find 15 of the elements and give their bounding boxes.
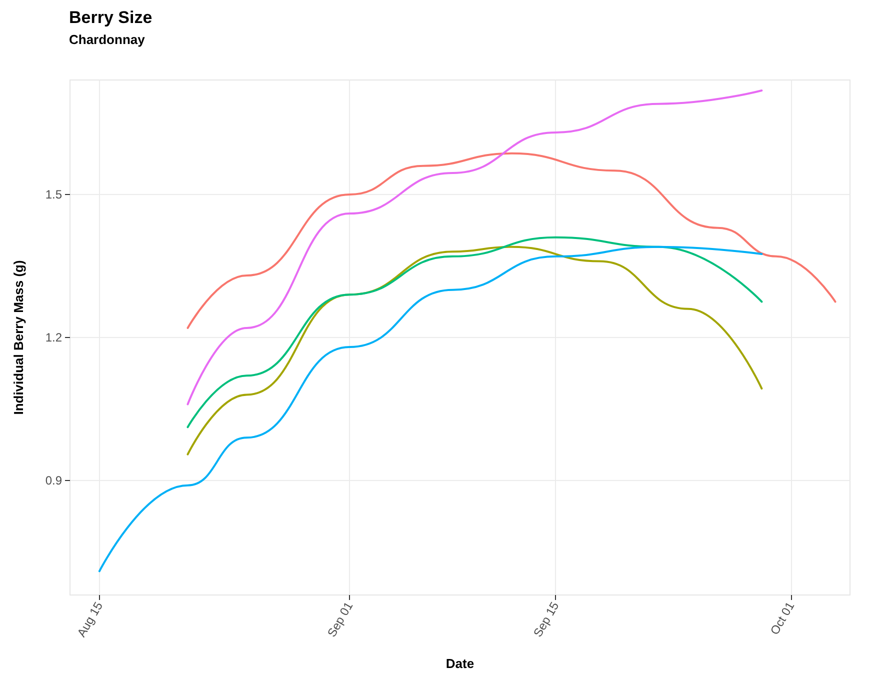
x-tick-label: Oct 01 (767, 599, 798, 638)
line-series (98, 246, 763, 572)
chart-title: Berry Size (69, 8, 152, 27)
x-tick-label: Sep 01 (324, 599, 356, 640)
x-tick-label: Sep 15 (530, 599, 562, 640)
chart-subtitle: Chardonnay (69, 32, 146, 47)
y-tick-label: 1.2 (45, 330, 62, 344)
line-series (186, 246, 763, 456)
line-series (186, 89, 763, 406)
line-series (186, 236, 763, 428)
line-series (186, 152, 836, 329)
x-axis-title: Date (446, 656, 474, 671)
y-tick-label: 0.9 (45, 474, 62, 488)
y-tick-label: 1.5 (45, 187, 62, 202)
y-axis-title: Individual Berry Mass (g) (11, 260, 26, 415)
